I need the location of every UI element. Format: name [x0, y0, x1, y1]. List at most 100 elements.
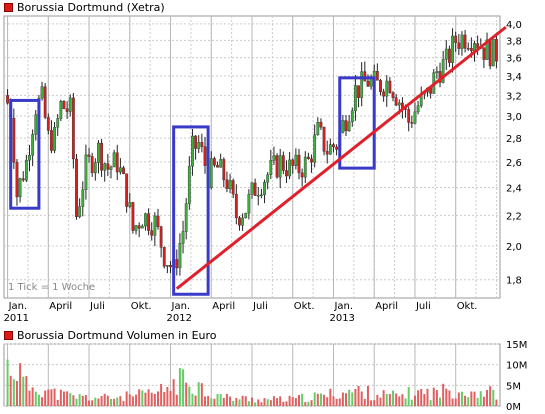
candle-body	[366, 80, 370, 87]
volume-bar	[213, 398, 216, 406]
volume-bar	[153, 393, 156, 406]
volume-bar	[232, 400, 235, 406]
candle-body	[21, 178, 25, 181]
candle-body	[181, 231, 185, 244]
volume-bar	[50, 389, 53, 406]
candle-body	[231, 180, 235, 195]
candle-body	[203, 146, 207, 166]
candle-body	[272, 155, 276, 161]
volume-bar	[172, 379, 175, 406]
volume-bar	[285, 401, 288, 406]
volume-bar	[185, 382, 188, 406]
candle-body	[347, 121, 351, 132]
volume-bar	[56, 399, 59, 406]
volume-bar	[473, 391, 476, 406]
volume-bar	[210, 398, 213, 406]
candle-body	[263, 181, 266, 196]
candle-body	[46, 117, 50, 131]
candle-body	[12, 118, 16, 163]
candle-body	[350, 110, 354, 123]
candle-body	[197, 142, 201, 149]
candle-body	[448, 48, 451, 63]
price-y-tick-label: 2,4	[506, 184, 522, 195]
candle-body	[78, 206, 82, 218]
candle-body	[482, 47, 486, 60]
candle-body	[216, 164, 219, 168]
candle-body	[313, 134, 317, 163]
candle-body	[68, 97, 72, 112]
candle-body	[122, 167, 125, 174]
candle-body	[62, 100, 66, 109]
candle-body	[134, 225, 138, 231]
candle-body	[416, 105, 420, 113]
candle-body	[385, 80, 389, 97]
candle-body	[244, 212, 248, 219]
candle-body	[109, 166, 113, 170]
candle-body	[382, 91, 386, 97]
x-tick-year-label: 2013	[329, 313, 354, 324]
volume-bar	[69, 393, 72, 406]
volume-bar	[407, 387, 410, 406]
candle-body	[140, 225, 144, 229]
volume-bar	[401, 394, 404, 406]
x-tick-year-label: 2012	[167, 313, 192, 324]
candle-body	[31, 134, 35, 156]
candle-body	[147, 213, 150, 231]
candle-body	[40, 86, 44, 99]
volume-bar	[382, 390, 385, 406]
price-grid	[4, 16, 500, 298]
volume-bar	[47, 389, 50, 406]
candle-body	[250, 182, 254, 195]
candle-body	[460, 34, 464, 49]
volume-bar	[294, 398, 297, 406]
candle-body	[93, 162, 97, 174]
price-y-tick-label: 3,8	[506, 36, 522, 47]
volume-bar	[260, 402, 263, 406]
candle-body	[222, 159, 226, 181]
price-y-tick-label: 3,2	[506, 91, 522, 102]
volume-bar	[429, 400, 432, 406]
candle-body	[303, 156, 307, 178]
candle-body	[59, 100, 63, 119]
volume-bar	[307, 401, 310, 406]
volume-bar	[62, 391, 65, 406]
volume-title-marker-icon	[4, 331, 13, 340]
volume-bar	[467, 397, 470, 406]
candle-body	[165, 265, 169, 267]
candle-body	[391, 92, 395, 98]
volume-bar	[166, 386, 169, 406]
candle-body	[228, 180, 232, 189]
price-y-tick-label: 1,8	[506, 276, 522, 287]
candle-body	[75, 158, 78, 218]
volume-y-tick-label: 15M	[506, 340, 527, 351]
candle-body	[194, 135, 197, 149]
volume-bar	[489, 386, 492, 406]
volume-chart-title: Borussia Dortmund Volumen in Euro	[4, 329, 217, 342]
volume-bar	[276, 398, 279, 406]
volume-bar	[354, 389, 357, 406]
volume-bar	[251, 397, 253, 406]
candle-body	[169, 265, 172, 268]
volume-bar	[229, 396, 232, 406]
volume-bar	[345, 393, 348, 406]
volume-bar	[131, 396, 134, 406]
volume-bar	[338, 398, 341, 406]
volume-bar	[6, 359, 9, 406]
volume-bar	[116, 397, 119, 406]
candle-body	[441, 59, 445, 83]
candle-body	[53, 127, 56, 151]
price-y-tick-label: 3,4	[506, 72, 522, 83]
candle-body	[278, 155, 282, 178]
candle-body	[388, 80, 392, 93]
volume-bar	[72, 395, 75, 406]
price-y-tick-label: 2,6	[506, 158, 522, 169]
volume-bar	[326, 397, 329, 406]
price-y-tick-label: 3,0	[506, 112, 522, 123]
candle-body	[363, 71, 367, 82]
volume-bar	[310, 400, 313, 406]
volume-bar	[479, 391, 482, 406]
candle-body	[344, 120, 348, 132]
volume-bar	[106, 395, 109, 406]
volume-bar	[150, 392, 153, 406]
candle-body	[6, 95, 9, 104]
